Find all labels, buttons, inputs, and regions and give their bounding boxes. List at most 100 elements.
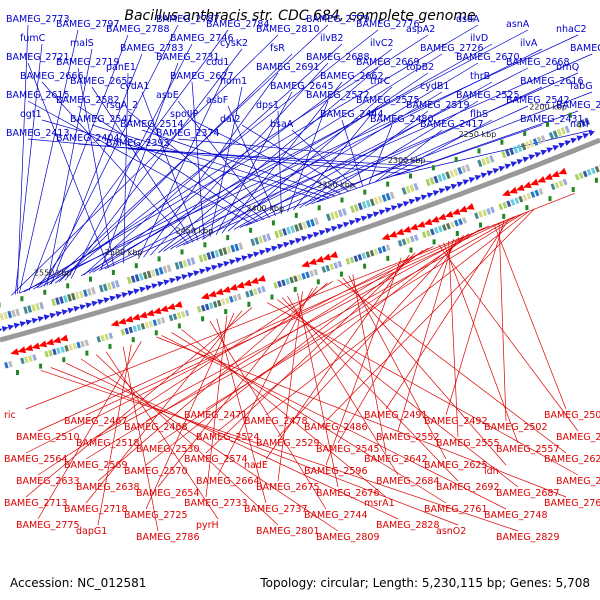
gene-label-top: BAMEG_2519 <box>406 100 470 111</box>
gene-label-bottom: BAMEG_2828 <box>376 520 440 531</box>
gene-label-top: BAMEG_2550 <box>556 100 600 111</box>
annotation-band <box>373 248 379 256</box>
forward-gene-arrow <box>79 304 87 311</box>
annotation-band <box>437 225 443 233</box>
annotation-band <box>96 336 101 343</box>
forward-gene-arrow <box>271 245 278 252</box>
forward-gene-arrow <box>414 196 422 203</box>
reverse-gene-arrow <box>131 313 141 321</box>
reverse-gene-arrow <box>409 223 419 231</box>
gc-marker <box>157 256 161 262</box>
gene-label-top: ogt1 <box>20 109 42 120</box>
label-leader-line <box>297 292 339 488</box>
annotation-band <box>63 295 68 303</box>
reverse-gene-arrow <box>38 340 48 348</box>
annotation-band <box>124 327 130 335</box>
forward-gene-arrow <box>145 284 152 291</box>
forward-gene-arrow <box>121 292 129 298</box>
annotation-band <box>91 287 96 295</box>
reverse-gene-arrow <box>221 286 231 293</box>
forward-gene-arrow <box>510 161 518 167</box>
annotation-band <box>106 282 112 291</box>
reverse-gene-arrow <box>395 228 405 235</box>
label-leader-line <box>217 233 470 432</box>
gene-label-bottom: BAMEG_2530 <box>136 444 200 455</box>
forward-gene-arrow <box>474 174 482 181</box>
gene-label-bottom: BAMEG_2801 <box>256 526 320 537</box>
gene-label-top: topB2 <box>406 62 434 73</box>
label-leader-line <box>65 362 399 520</box>
label-leader-line <box>397 239 454 432</box>
annotation-band <box>361 252 367 260</box>
label-leader-line <box>85 310 243 504</box>
annotation-band <box>168 314 174 322</box>
label-leader-line <box>177 138 433 163</box>
annotation-band <box>534 189 540 197</box>
reverse-gene-arrow <box>152 307 162 315</box>
forward-gene-arrow <box>307 233 314 240</box>
gene-label-top: ilvB2 <box>320 33 343 44</box>
annotation-band <box>72 342 77 350</box>
annotation-band <box>528 139 535 148</box>
annotation-band <box>465 164 471 172</box>
annotation-band <box>337 260 343 268</box>
gene-label-bottom: BAMEG_2510 <box>16 432 80 443</box>
annotation-band <box>369 249 375 257</box>
gene-label-top: BAMEG_2721 <box>6 52 70 63</box>
reverse-gene-arrow <box>31 342 41 350</box>
forward-gene-arrow <box>360 215 368 222</box>
annotation-band <box>100 334 105 342</box>
annotation-band <box>210 251 216 259</box>
label-leader-line <box>88 48 393 274</box>
annotation-band <box>0 312 5 321</box>
gene-label-top: BAMEG_2670 <box>456 52 520 63</box>
annotation-band <box>349 256 355 264</box>
annotation-band <box>162 265 168 274</box>
reverse-gene-arrow <box>423 218 433 226</box>
forward-gene-arrow <box>115 293 123 300</box>
forward-gene-arrow <box>49 312 57 319</box>
annotation-band <box>126 276 132 285</box>
annotation-band <box>278 229 284 237</box>
annotation-band <box>302 221 308 230</box>
forward-gene-arrow <box>432 190 440 196</box>
annotation-band <box>55 297 60 305</box>
gene-label-top: BAMEG_2666 <box>20 71 84 82</box>
gene-label-top: BAMEG_2776 <box>356 19 420 30</box>
forward-gene-arrow <box>103 297 111 304</box>
gc-marker <box>340 271 343 277</box>
annotation-band <box>236 293 242 301</box>
label-leader-line <box>265 254 410 460</box>
annotation-band <box>182 259 188 268</box>
annotation-band <box>254 237 260 245</box>
annotation-band <box>449 221 455 229</box>
label-leader-line <box>348 275 447 460</box>
reverse-gene-arrow <box>173 300 183 308</box>
forward-gene-arrow <box>486 170 494 177</box>
label-leader-line <box>70 43 193 279</box>
label-leader-line <box>227 105 276 217</box>
forward-gene-arrow <box>199 268 206 275</box>
gene-label-bottom: BAMEG_2654 <box>136 488 200 499</box>
label-leader-line <box>368 124 393 185</box>
reverse-gene-arrow <box>145 309 155 317</box>
gene-label-bottom: BAMEG_2570 <box>124 466 188 477</box>
label-leader-line <box>385 218 510 410</box>
label-leader-line <box>77 67 115 267</box>
gene-label-top: BAMEG_2627 <box>170 71 234 82</box>
annotation-band <box>349 205 355 213</box>
label-leader-line <box>37 281 333 476</box>
gc-marker <box>224 309 228 315</box>
gene-label-bottom: BAMEG_2468 <box>124 422 188 433</box>
gc-marker <box>249 227 253 233</box>
label-leader-line <box>28 34 129 291</box>
gc-marker <box>548 196 552 202</box>
annotation-band <box>341 208 347 216</box>
annotation-band <box>353 203 359 212</box>
gc-marker <box>500 139 504 145</box>
gene-label-bottom: BAMEG_2492 <box>424 416 488 427</box>
reverse-gene-arrow <box>10 348 19 356</box>
annotation-band <box>325 213 332 222</box>
reverse-gene-arrow <box>444 210 454 218</box>
annotation-band <box>266 233 272 241</box>
